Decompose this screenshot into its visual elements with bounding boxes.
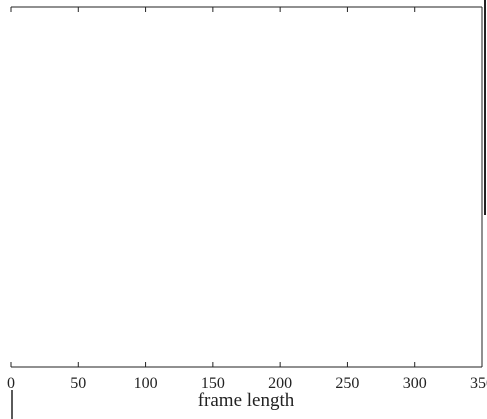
x-tick-label: 0 xyxy=(7,375,15,392)
x-tick-label: 350 xyxy=(470,375,487,392)
x-tick-label: 200 xyxy=(268,375,292,392)
x-tick-label: 150 xyxy=(201,375,225,392)
x-tick-label: 300 xyxy=(403,375,427,392)
x-tick-label: 100 xyxy=(134,375,158,392)
x-tick-label: 50 xyxy=(70,375,86,392)
x-axis-label: frame length xyxy=(198,390,295,411)
x-tick-label: 250 xyxy=(335,375,359,392)
